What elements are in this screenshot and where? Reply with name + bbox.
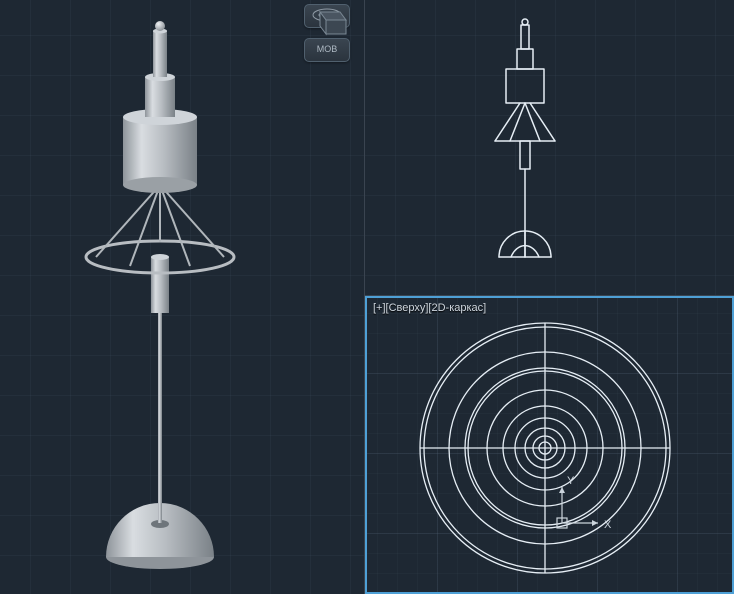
axis-x-label: X: [604, 519, 612, 531]
model-front-wire: [365, 0, 734, 296]
viewport-front-wire[interactable]: [365, 0, 734, 296]
viewport-top-wire[interactable]: [+][Сверху][2D-каркас]: [365, 296, 734, 594]
axis-y-label: Y: [567, 475, 575, 487]
viewport-container: МОВ: [0, 0, 734, 594]
model-top-wire: X Y: [367, 298, 734, 594]
viewport-3d[interactable]: МОВ: [0, 0, 365, 594]
model-3d: [0, 0, 365, 594]
